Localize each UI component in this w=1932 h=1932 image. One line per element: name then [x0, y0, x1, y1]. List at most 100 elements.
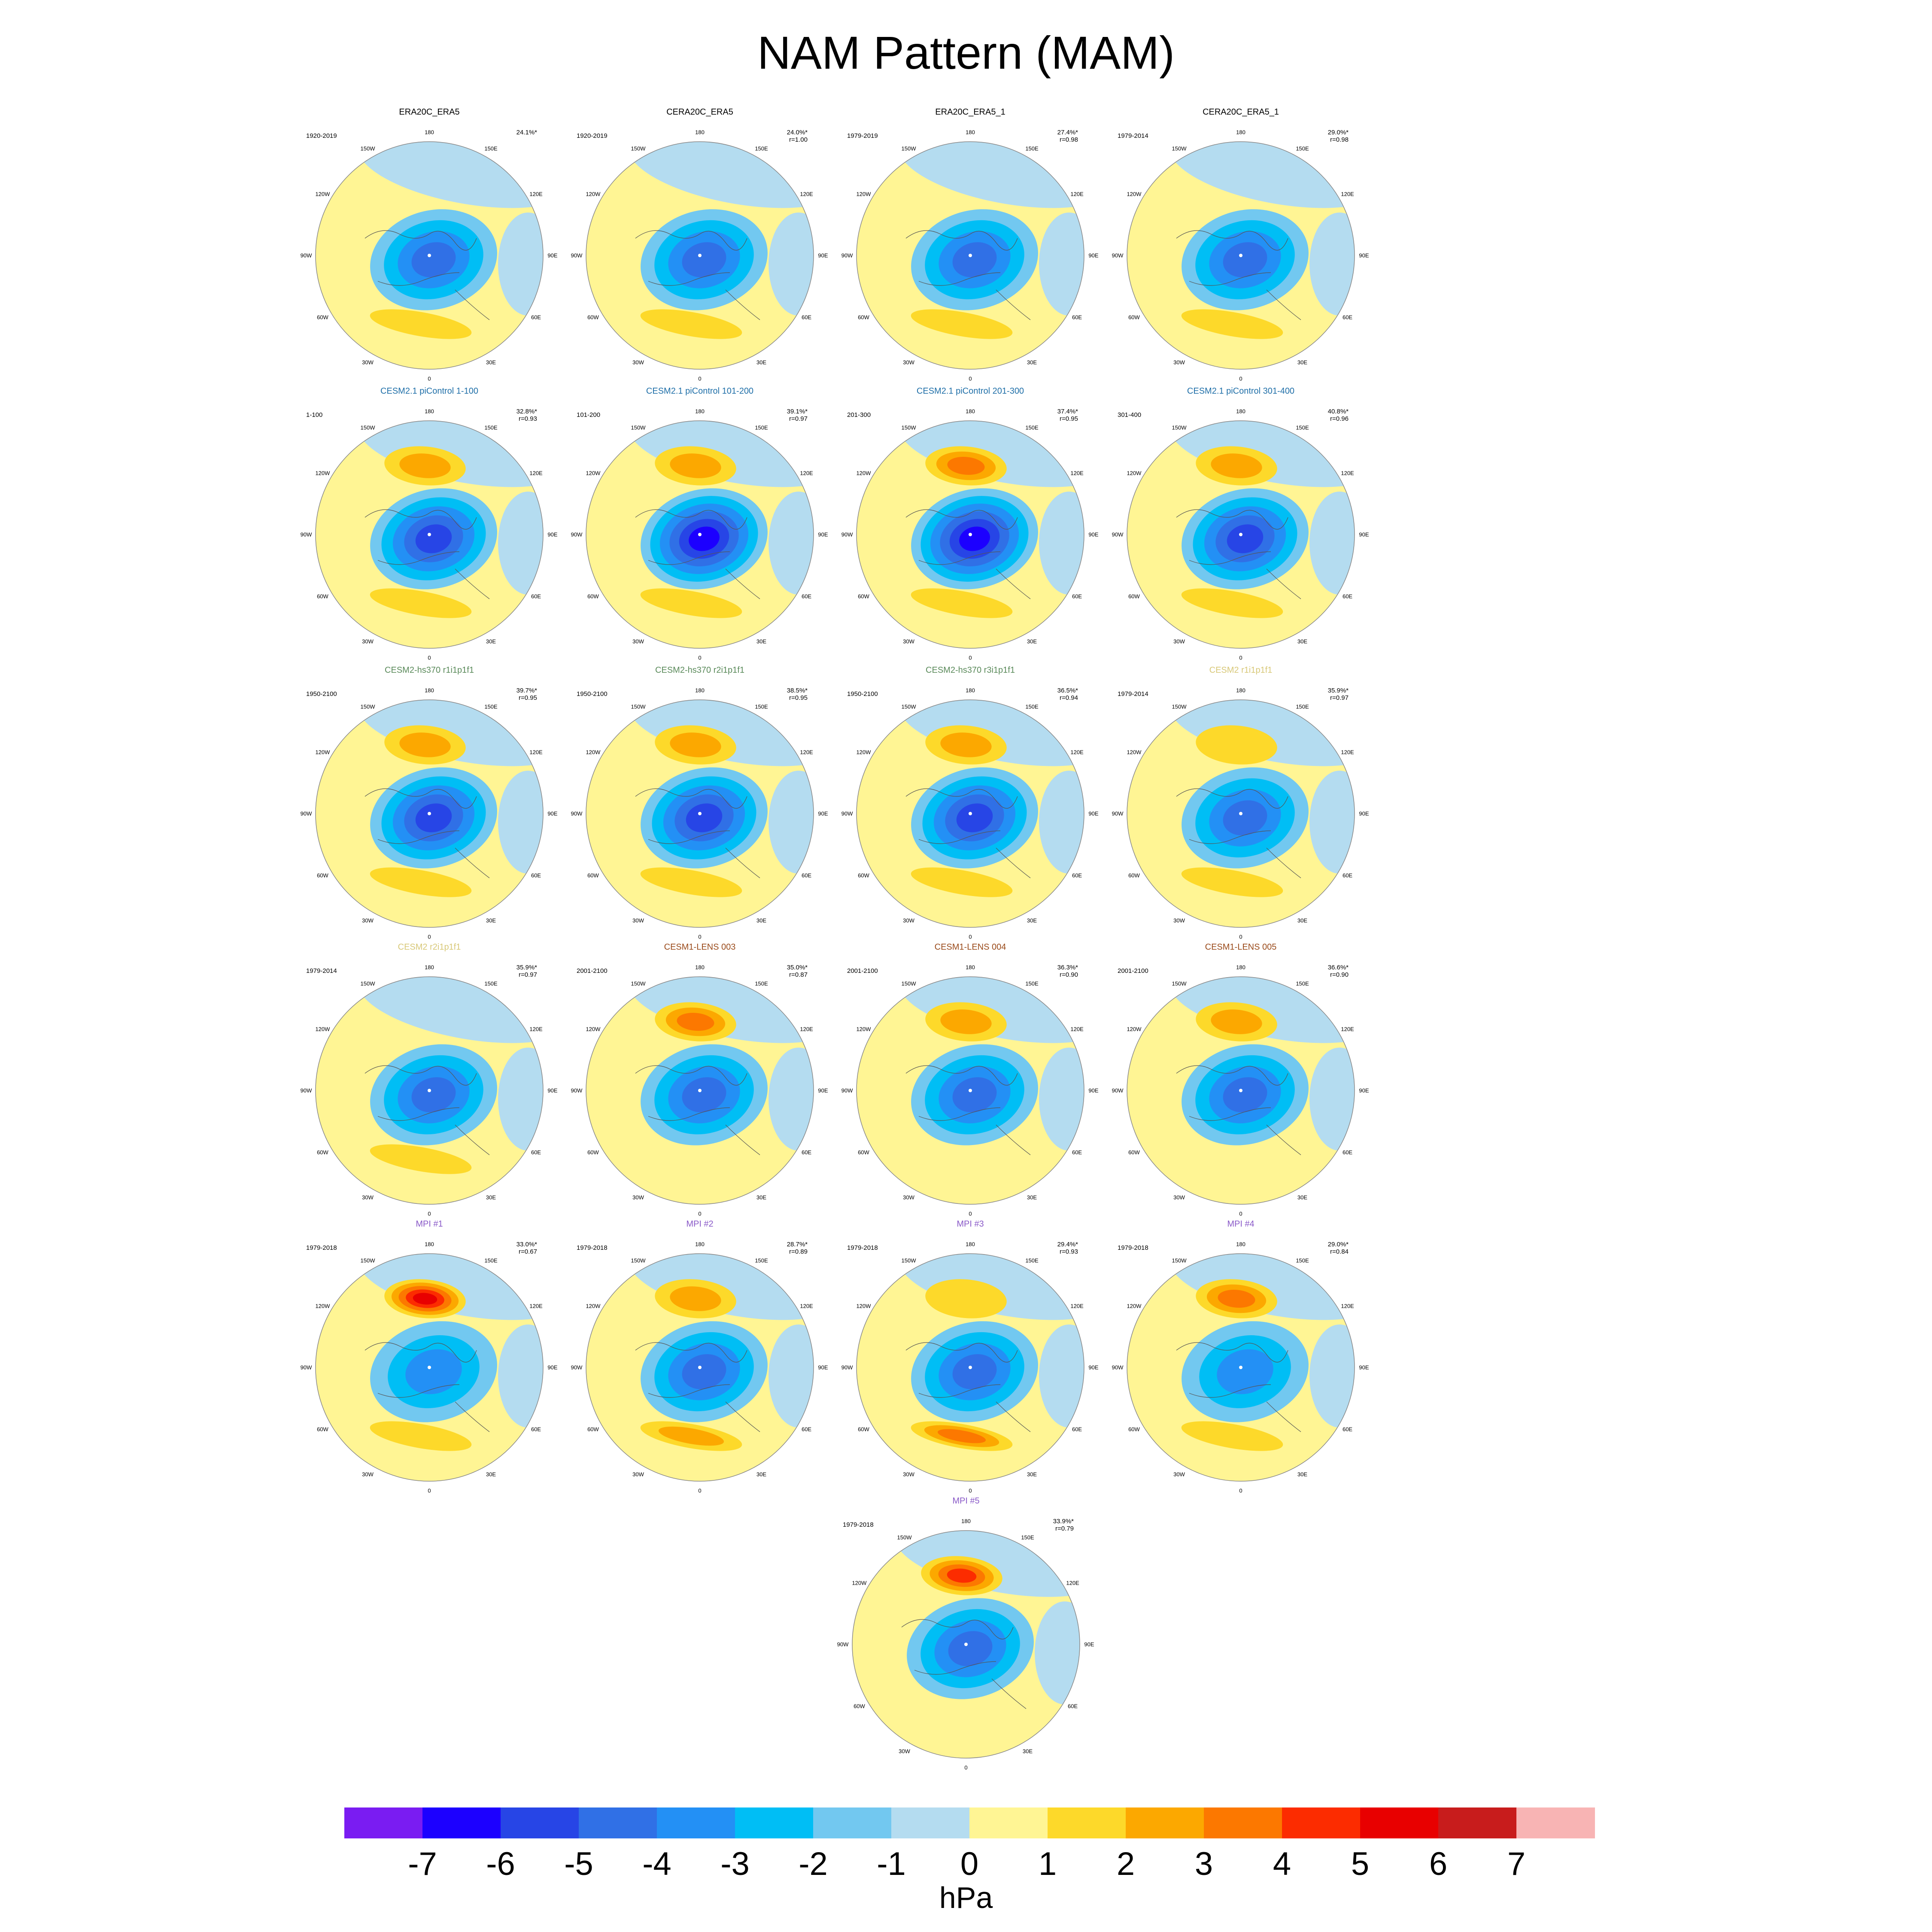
contour-region [370, 1144, 472, 1174]
variance-explained: 29.4%* [1057, 1241, 1078, 1248]
longitude-label: 30W [903, 1194, 914, 1201]
contour-region [658, 1426, 724, 1446]
longitude-label: 60W [317, 872, 328, 878]
longitude-label: 150W [631, 424, 646, 431]
polar-map [315, 976, 544, 1205]
longitude-label: 60E [1072, 314, 1082, 320]
longitude-label: 120E [800, 1303, 813, 1309]
longitude-label: 150E [1296, 980, 1309, 987]
pattern-correlation: r=0.97 [789, 415, 808, 422]
pattern-correlation: r=0.84 [1330, 1248, 1349, 1255]
panel-period: 2001-2100 [847, 967, 878, 975]
longitude-label: 60E [1342, 593, 1353, 599]
longitude-label: 90W [841, 1087, 853, 1094]
map-boundary [315, 699, 544, 928]
longitude-label: 90W [300, 531, 312, 538]
contour-region [952, 1354, 997, 1389]
contour-region [498, 1324, 543, 1428]
longitude-label: 30E [486, 1194, 496, 1201]
longitude-label: 90W [841, 531, 853, 538]
colorbar-tick-label: 4 [1273, 1846, 1291, 1882]
longitude-label: 60E [801, 314, 812, 320]
longitude-label: 0 [964, 1764, 968, 1771]
contour-region [670, 732, 721, 757]
polar-map [586, 420, 814, 649]
longitude-label: 60E [1342, 314, 1353, 320]
map-panel: CERA20C_ERA5_1 1979-2014 29.0%* r=0.98 180 15… [1106, 107, 1376, 382]
north-pole-marker [1239, 1366, 1242, 1369]
longitude-label: 150E [1296, 145, 1309, 152]
figure-title: NAM Pattern (MAM) [757, 27, 1175, 79]
contour-region [405, 1349, 462, 1394]
longitude-label: 30E [756, 1194, 767, 1201]
panel-title: ERA20C_ERA5 [399, 107, 460, 117]
colorbar [344, 1807, 1595, 1838]
north-pole-marker [698, 1366, 702, 1369]
panel-variance: 39.1%* r=0.97 [787, 408, 808, 422]
map-boundary [315, 420, 544, 649]
panel-period: 2001-2100 [1118, 967, 1148, 975]
map-boundary [856, 1253, 1084, 1482]
map-panel: CESM2.1 piControl 201-300 201-300 37.4%* r=… [835, 386, 1106, 661]
longitude-label: 90E [1088, 531, 1099, 538]
longitude-label: 150W [897, 1534, 912, 1541]
panel-title: CESM2.1 piControl 101-200 [646, 386, 754, 396]
contour-region [940, 1009, 992, 1034]
polar-map [856, 699, 1084, 928]
colorbar-segment [344, 1807, 423, 1838]
map-boundary [856, 976, 1084, 1205]
panel-period: 1920-2019 [306, 132, 337, 140]
north-pole-marker [428, 1089, 431, 1092]
longitude-label: 60W [1128, 872, 1140, 878]
longitude-label: 90E [818, 1087, 828, 1094]
contour-region [1196, 725, 1277, 765]
panel-variance: 36.6%* r=0.90 [1328, 964, 1349, 978]
panel-period: 2001-2100 [577, 967, 608, 975]
colorbar-tick-label: -7 [408, 1846, 437, 1882]
north-pole-marker [698, 812, 702, 815]
north-pole-marker [969, 533, 972, 536]
contour-region [959, 526, 990, 551]
longitude-label: 60E [1072, 1149, 1082, 1155]
coastline [1176, 788, 1301, 878]
contour-region [952, 1077, 997, 1112]
panel-period: 1979-2014 [306, 967, 337, 975]
longitude-label: 150W [1172, 980, 1187, 987]
map-boundary [586, 976, 814, 1205]
pattern-correlation: r=0.94 [1060, 694, 1078, 702]
pattern-correlation: r=0.98 [1330, 136, 1349, 143]
longitude-label: 120E [529, 749, 543, 755]
panel-title: MPI #5 [952, 1496, 980, 1506]
longitude-label: 150E [484, 980, 498, 987]
longitude-label: 30E [486, 1471, 496, 1478]
pattern-correlation: r=0.93 [1060, 1248, 1078, 1255]
panel-period: 1979-2019 [847, 132, 878, 140]
panel-title: CESM2.1 piControl 301-400 [1187, 386, 1295, 396]
coastline [1176, 230, 1301, 320]
longitude-label: 150W [631, 1257, 646, 1264]
longitude-label: 30W [903, 1471, 914, 1478]
panel-title: ERA20C_ERA5_1 [935, 107, 1005, 117]
panel-title: MPI #2 [686, 1219, 714, 1229]
longitude-label: 180 [966, 687, 975, 694]
contour-region [498, 213, 543, 316]
longitude-label: 30W [903, 359, 914, 366]
variance-explained: 32.8%* [516, 408, 537, 415]
panel-title: CESM1-LENS 004 [934, 942, 1006, 952]
pattern-correlation: r=0.95 [789, 694, 808, 702]
longitude-label: 60W [317, 593, 328, 599]
panel-title: CESM2 r1i1p1f1 [1209, 665, 1273, 675]
panel-period: 1950-2100 [306, 690, 337, 698]
longitude-label: 90W [841, 1364, 853, 1371]
contour-region [370, 867, 472, 897]
panel-period: 1979-2014 [1118, 132, 1148, 140]
colorbar-segment [891, 1807, 970, 1838]
map-panel: CERA20C_ERA5 1920-2019 24.0%* r=1.00 180 150E… [565, 107, 835, 382]
contour-region [911, 867, 1013, 897]
map-panel: CESM2 r2i1p1f1 1979-2014 35.9%* r=0.97 180 15… [294, 942, 565, 1217]
colorbar-tick-label: 1 [1038, 1846, 1057, 1882]
colorbar-segment [422, 1807, 501, 1838]
longitude-label: 0 [428, 933, 431, 940]
north-pole-marker [698, 533, 702, 536]
longitude-label: 60E [531, 1426, 541, 1432]
